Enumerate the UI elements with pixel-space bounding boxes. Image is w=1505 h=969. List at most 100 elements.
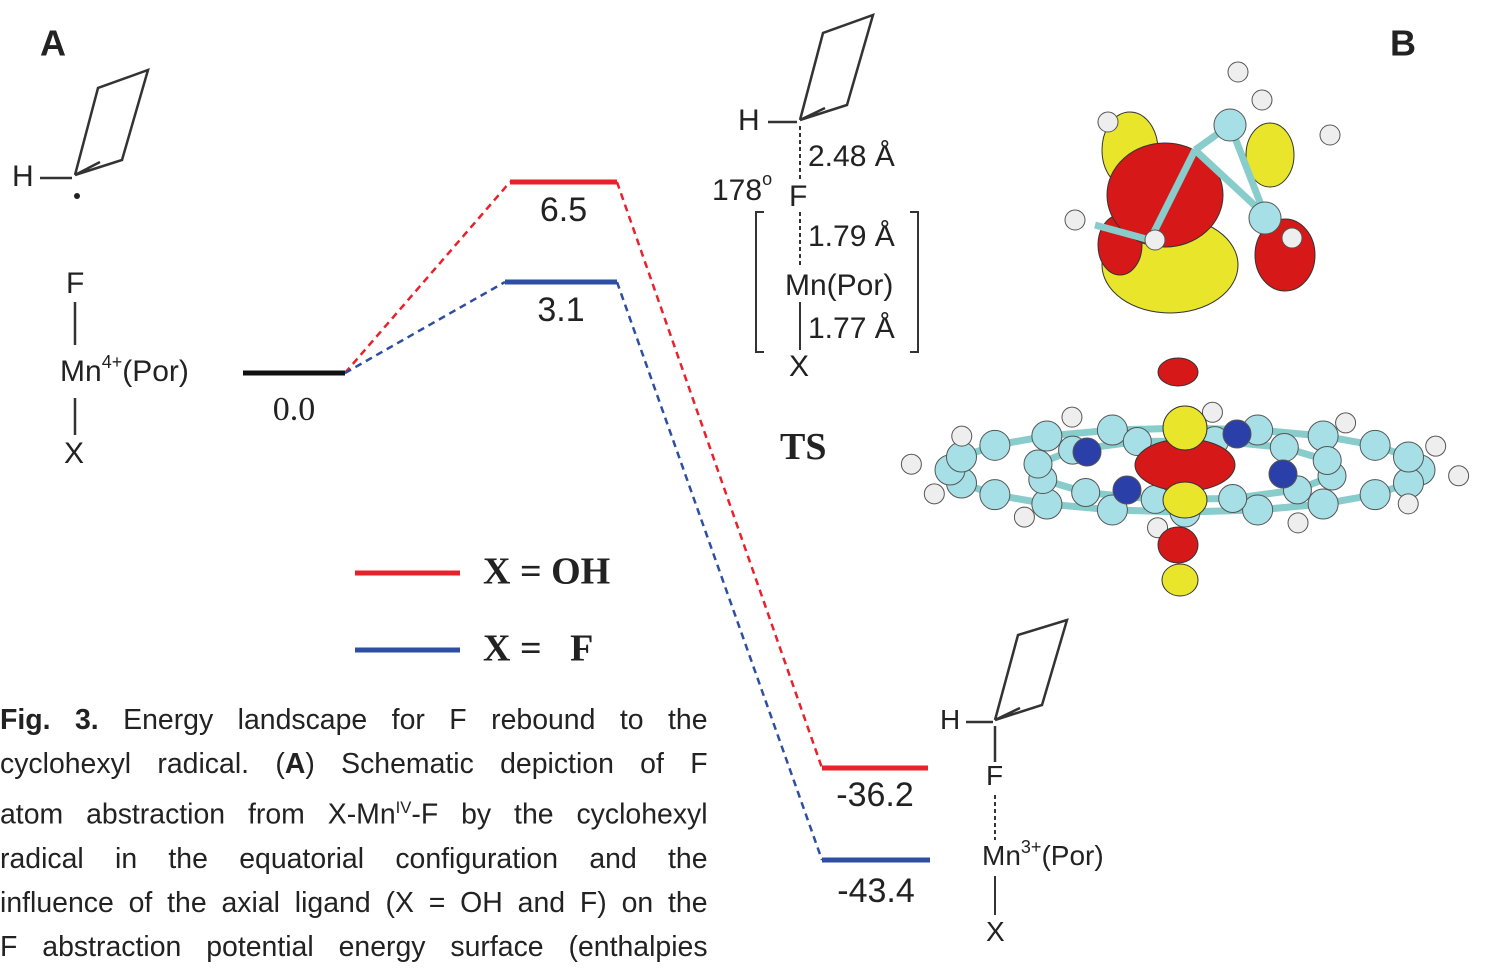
atom-ball	[1270, 434, 1298, 462]
ligand: (Por)	[1041, 840, 1103, 871]
atom-ball	[1214, 109, 1246, 141]
caption-text: -F by the cyclohexyl	[411, 799, 707, 831]
atom-ball	[952, 426, 972, 446]
panel-label: A	[40, 23, 66, 64]
orbital-lobe	[1158, 358, 1198, 386]
atom-ball	[1062, 407, 1082, 427]
angle-value: 178	[712, 174, 762, 207]
atom-label: X	[986, 916, 1005, 946]
atom-ball	[1032, 421, 1062, 451]
atom-ball	[1073, 438, 1101, 466]
metal: Mn	[60, 355, 102, 388]
orbital-lobe	[1163, 482, 1207, 518]
atom-label: H	[12, 160, 34, 193]
atom-ball	[1223, 420, 1251, 448]
atom-ball	[1320, 125, 1340, 145]
atom-ball	[1024, 450, 1052, 478]
atom-label: X	[64, 437, 84, 470]
charge: 3+	[1021, 837, 1042, 857]
atom-label: F	[789, 180, 807, 213]
atom-label: H	[940, 704, 960, 735]
legend: X = OH X = F	[355, 551, 610, 670]
atom: F	[789, 180, 807, 213]
metal: Mn(Por)	[785, 269, 893, 302]
caption-text: cyclohexyl radical. (	[0, 748, 285, 780]
orbital-lobe	[1163, 406, 1207, 450]
panel-label: B	[1390, 23, 1416, 64]
connector	[345, 282, 505, 373]
distance-label: 2.48 Å	[808, 140, 895, 173]
metal-label: Mn3+(Por)	[982, 837, 1104, 872]
metal-label: Mn(Por)	[785, 269, 893, 302]
atom-ball	[1032, 489, 1062, 519]
atom-ball	[1249, 202, 1281, 234]
caption-line: cyclohexyl radical. (A) Schematic depict…	[0, 742, 708, 786]
atom-ball	[1426, 436, 1446, 456]
atom-ball	[1449, 466, 1469, 486]
ts: TS	[780, 426, 826, 468]
atom-ball	[1336, 413, 1356, 433]
cyclohexane	[75, 70, 148, 175]
caption-line: atom abstraction from X-MnIV-F by the cy…	[0, 786, 708, 837]
caption-superscript: IV	[396, 798, 412, 817]
ligand: (Por)	[122, 355, 189, 388]
metal: Mn	[982, 840, 1021, 871]
legend-label: X = OH	[483, 551, 610, 593]
legend-label: X = F	[483, 628, 593, 670]
energy-label: 0.0	[273, 391, 316, 428]
atom-ball	[1098, 112, 1118, 132]
atom-ball	[1219, 484, 1247, 512]
atom-label: F	[986, 760, 1003, 791]
distance-label: 1.79 Å	[808, 220, 895, 253]
distance: 1.79 Å	[808, 220, 895, 253]
caption-text: ) Schematic depiction of F	[305, 748, 707, 780]
atom-ball	[1360, 430, 1390, 460]
figure-label: Fig. 3.	[0, 704, 99, 736]
atom-ball	[1072, 478, 1100, 506]
caption-text: Energy landscape for F rebound to the	[123, 704, 707, 736]
atom-label: F	[66, 267, 84, 300]
atom-ball	[980, 480, 1010, 510]
caption-line: Fig. 3. Energy landscape for F rebound t…	[0, 698, 708, 742]
caption-bold: A	[285, 748, 306, 780]
energy-label: -36.2	[836, 776, 914, 814]
angle-unit: o	[762, 169, 772, 189]
atom: H	[940, 704, 960, 735]
bracket	[910, 212, 918, 352]
atom-ball	[1308, 421, 1338, 451]
atom-ball	[1228, 62, 1248, 82]
atom-ball	[924, 484, 944, 504]
caption-line: F abstraction potential energy surface (…	[0, 925, 708, 969]
metal-label: Mn4+(Por)	[60, 352, 189, 388]
atom: X	[64, 437, 84, 470]
orbital-rendering	[901, 62, 1468, 596]
ts-label: TS	[780, 426, 826, 468]
atom-ball	[1252, 90, 1272, 110]
atom-ball	[1282, 228, 1302, 248]
atom-ball	[1113, 476, 1141, 504]
caption: Fig. 3. Energy landscape for F rebound t…	[0, 698, 708, 969]
atom: H	[738, 104, 760, 137]
atom-ball	[1313, 446, 1341, 474]
distance: 2.48 Å	[808, 140, 895, 173]
atom-label: X	[789, 350, 809, 383]
atom-ball	[1398, 494, 1418, 514]
atom-ball	[1065, 210, 1085, 230]
energy-label: -43.4	[837, 872, 915, 910]
connector	[345, 182, 510, 373]
atom: F	[986, 760, 1003, 791]
atom-label: H	[738, 104, 760, 137]
orbital-lobe	[1158, 527, 1198, 563]
charge: 4+	[102, 352, 123, 372]
atom-ball	[1145, 230, 1165, 250]
bracket	[756, 212, 764, 352]
energy-label: 3.1	[537, 291, 584, 329]
cyclohexane	[800, 15, 873, 120]
energy-label: 6.5	[540, 191, 587, 229]
radical-dot	[74, 193, 80, 199]
distance-label: 1.77 Å	[808, 312, 895, 345]
atom-ball	[1308, 489, 1338, 519]
caption-line: influence of the axial ligand (X = OH an…	[0, 881, 708, 925]
orbital-lobe	[1162, 564, 1198, 596]
